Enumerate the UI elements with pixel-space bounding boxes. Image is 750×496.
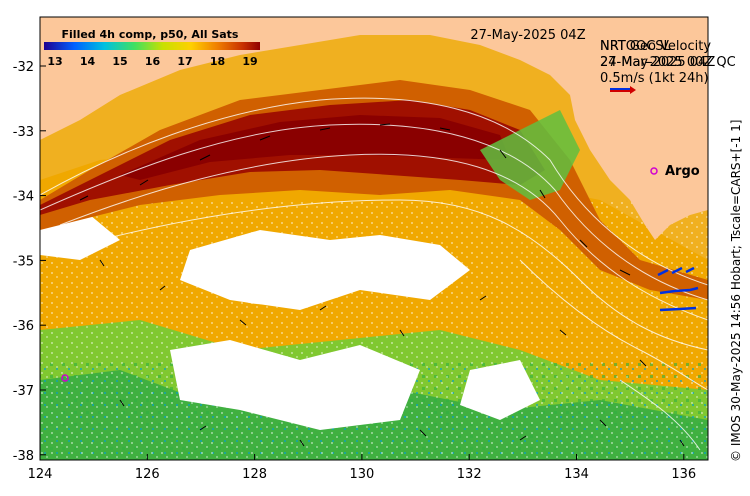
x-tick-label: 136 [671, 467, 696, 482]
argo-tracks [657, 266, 699, 312]
y-tick-label: -34 [13, 190, 34, 205]
colorbar-tick-label: 14 [80, 55, 96, 68]
colorbar-tick-label: 13 [47, 55, 62, 68]
velocity-arrows [79, 123, 685, 447]
argo-marker[interactable] [650, 167, 658, 175]
map-area [40, 17, 708, 460]
x-tick-label: 124 [28, 467, 53, 482]
land-mass [40, 17, 708, 240]
sst-warm-core [120, 115, 510, 180]
y-axis: -32 -33 -34 -35 -36 -37 -38 [13, 60, 46, 464]
legend-scale: 0.5m/s (1kt 24h) [600, 71, 709, 86]
colorbar-tick-label: 18 [210, 55, 225, 68]
x-tick-label: 130 [349, 467, 374, 482]
colorbar: Filled 4h comp, p50, All Sats 13 14 15 16 17… [44, 28, 260, 68]
date-label: 27-May-2025 04Z [470, 28, 585, 43]
credit-text: © IMOS 30-May-2025 14:56 Hobart; Tscale=… [729, 120, 743, 462]
legend-date: 27-May-2025 04Z [600, 55, 715, 70]
current-streamlines [40, 97, 708, 451]
argo-marker[interactable] [61, 374, 69, 382]
colorbar-title: Filled 4h comp, p50, All Sats [62, 28, 239, 41]
velocity-legend: NRTOOCSL NRT Geo Velocity 27-May-2025 04… [600, 39, 736, 94]
y-tick-label: -35 [13, 254, 34, 269]
legend-title: NRTOOCSL [600, 39, 672, 54]
y-tick-label: -37 [13, 384, 34, 399]
colorbar-tick-label: 15 [112, 55, 127, 68]
y-tick-label: -33 [13, 125, 34, 140]
x-tick-label: 126 [135, 467, 160, 482]
plot-frame [39, 16, 709, 461]
colorbar-tick-label: 16 [145, 55, 161, 68]
colorbar-tick-label: 19 [242, 55, 257, 68]
colorbar-gradient [44, 42, 260, 50]
x-axis: 124 126 128 130 132 134 136 [28, 454, 696, 482]
y-tick-label: -38 [13, 449, 34, 464]
argo-label: Argo [665, 164, 700, 179]
x-tick-label: 132 [457, 467, 482, 482]
legend-title-overlay: NRT Geo Velocity [600, 39, 711, 54]
legend-date-overlay: 24-Mar-2025 00Z QC [600, 55, 736, 70]
y-tick-label: -36 [13, 319, 34, 334]
y-tick-label: -32 [13, 60, 34, 75]
colorbar-tick-label: 17 [177, 55, 192, 68]
x-tick-label: 134 [564, 467, 589, 482]
x-tick-label: 128 [242, 467, 267, 482]
